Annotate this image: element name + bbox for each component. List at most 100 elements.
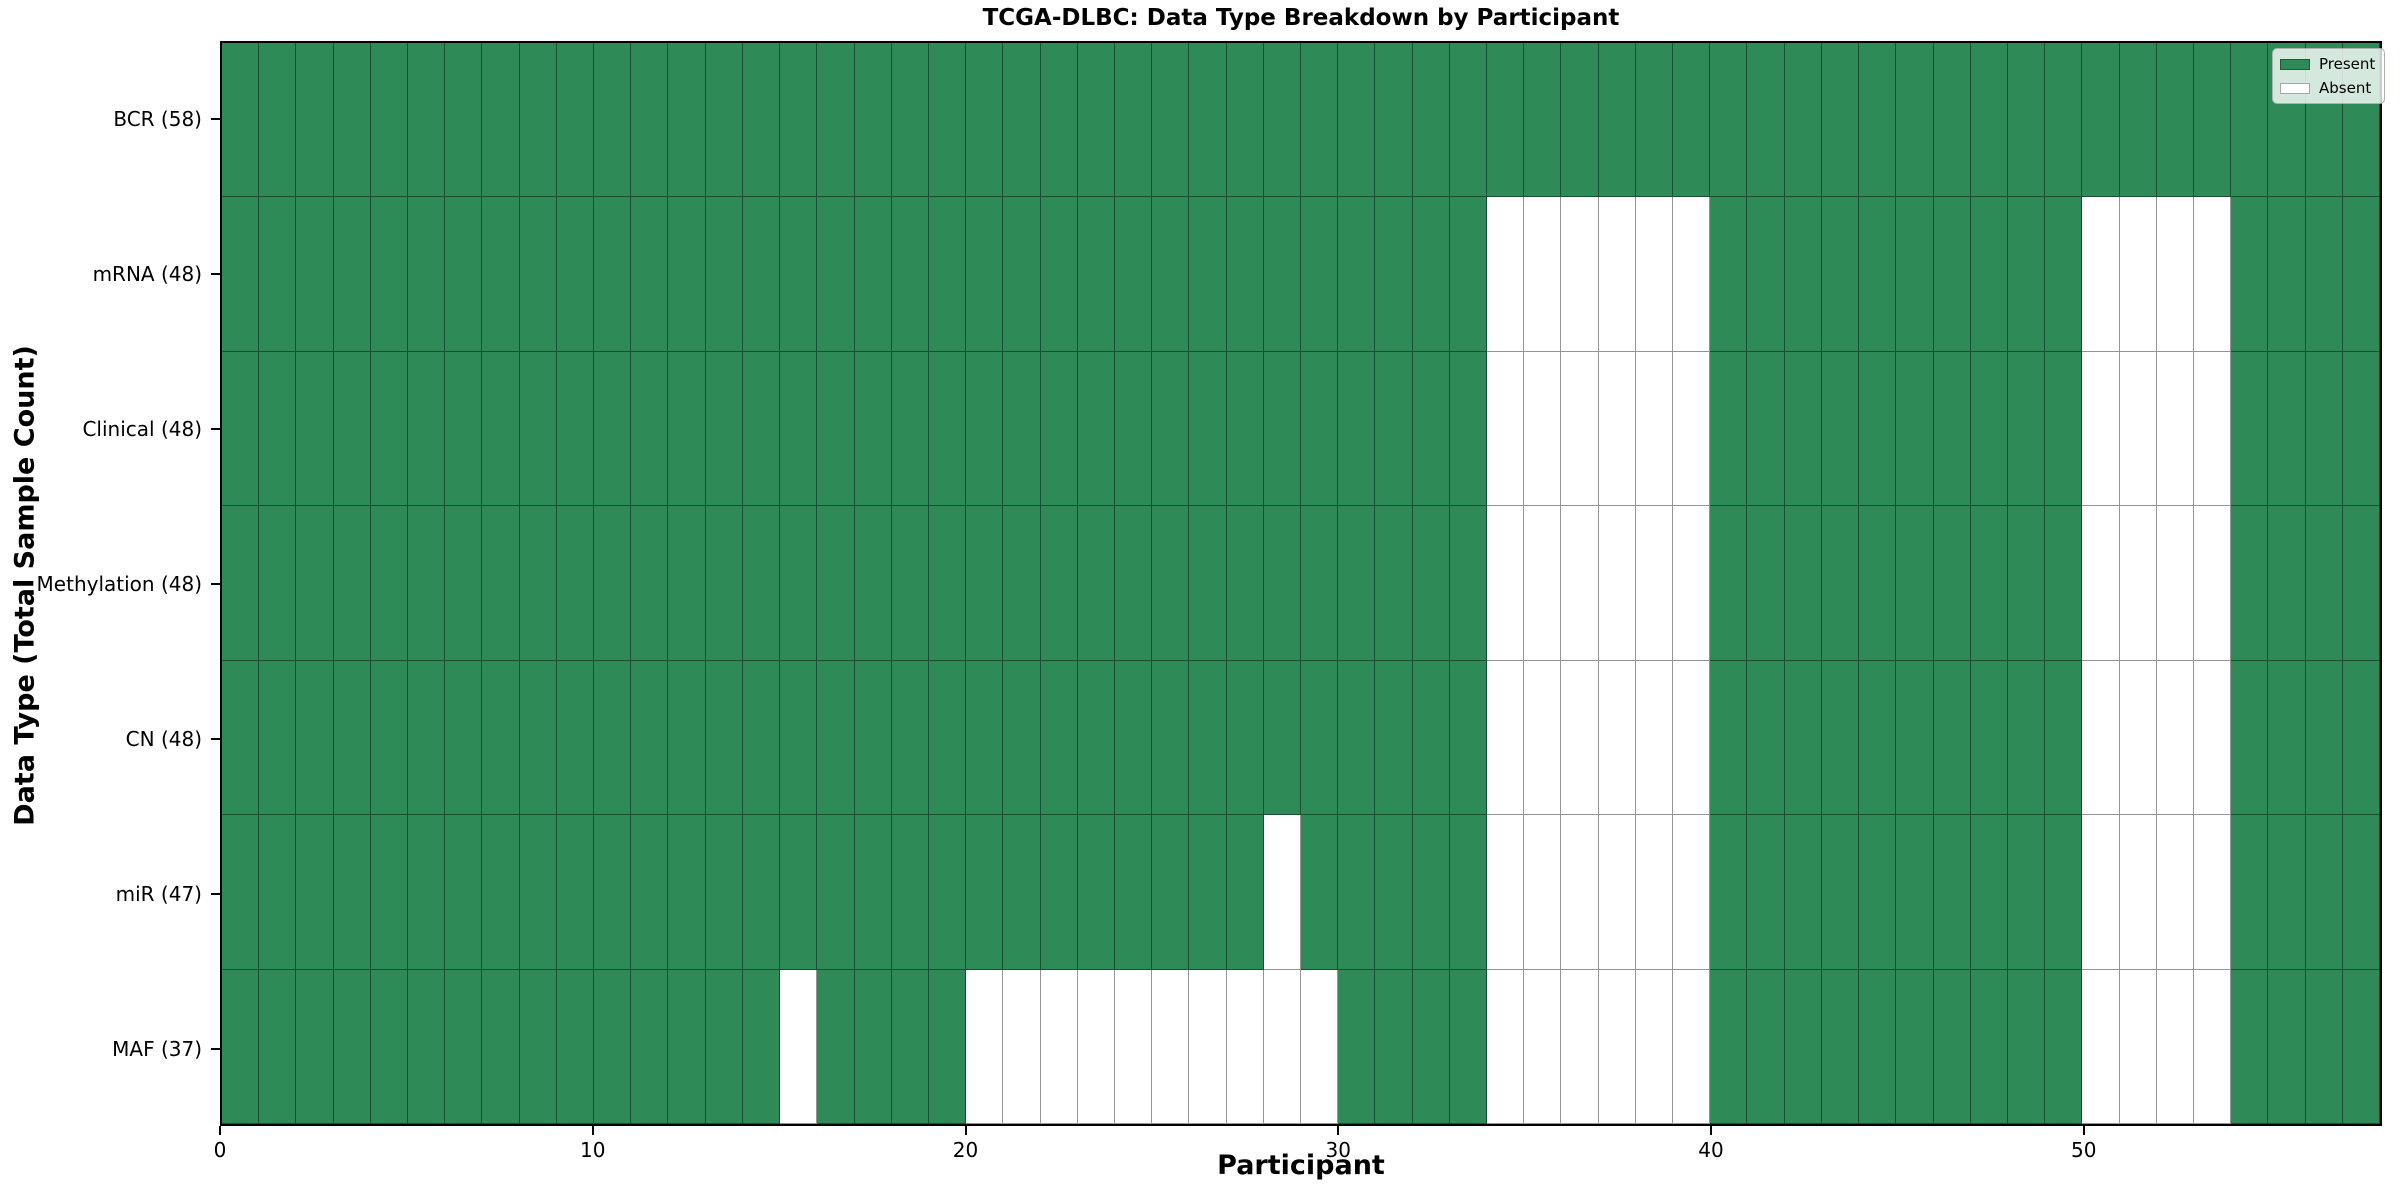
heatmap-cell: [482, 351, 520, 507]
heatmap-cell: [2268, 815, 2306, 970]
heatmap-cell: [1747, 197, 1785, 352]
heatmap-cell: [296, 43, 334, 198]
heatmap-cell: [2231, 506, 2269, 661]
heatmap-cell: [1859, 351, 1897, 507]
heatmap-cell: [1003, 506, 1041, 661]
heatmap-cell: [1375, 969, 1413, 1124]
heatmap-cell: [1933, 351, 1971, 507]
heatmap-cell: [966, 660, 1004, 816]
heatmap-cell: [1487, 197, 1525, 352]
heatmap-cell: [1449, 506, 1488, 661]
heatmap-cell: [668, 660, 706, 816]
heatmap-cell: [1487, 506, 1525, 661]
heatmap-cell: [1226, 969, 1264, 1124]
heatmap-cell: [1710, 351, 1748, 507]
heatmap-cell: [2305, 506, 2343, 661]
heatmap-cell: [1114, 351, 1153, 507]
heatmap-cell: [445, 43, 483, 198]
heatmap-cell: [2007, 969, 2046, 1124]
heatmap-cell: [817, 197, 855, 352]
heatmap-cell: [891, 351, 929, 507]
heatmap-cell: [1561, 660, 1599, 816]
heatmap-cell: [631, 815, 669, 970]
heatmap-cell: [1970, 351, 2008, 507]
heatmap-cell: [966, 197, 1004, 352]
heatmap-cell: [928, 815, 967, 970]
y-tick-mark: [211, 272, 220, 275]
heatmap-cell: [966, 815, 1004, 970]
legend-item-absent: Absent: [2280, 79, 2375, 97]
heatmap-cell: [1077, 43, 1115, 198]
heatmap-cell: [2119, 351, 2157, 507]
heatmap-cell: [594, 506, 632, 661]
heatmap-cell: [1449, 660, 1488, 816]
heatmap-cell: [2045, 815, 2083, 970]
heatmap-cell: [594, 351, 632, 507]
heatmap-cell: [891, 969, 929, 1124]
heatmap-cell: [1784, 815, 1822, 970]
heatmap-cell: [891, 197, 929, 352]
heatmap-cell: [1152, 197, 1190, 352]
legend-label-absent: Absent: [2319, 79, 2372, 97]
heatmap-cell: [1635, 660, 1674, 816]
heatmap-cell: [408, 969, 446, 1124]
heatmap-cell: [1152, 660, 1190, 816]
heatmap-cell: [1077, 660, 1115, 816]
heatmap-cell: [1263, 43, 1301, 198]
heatmap-cell: [1635, 43, 1674, 198]
heatmap-cell: [2082, 197, 2120, 352]
heatmap-cell: [333, 660, 371, 816]
heatmap-cell: [1710, 660, 1748, 816]
heatmap-cell: [1152, 815, 1190, 970]
heatmap-cell: [1933, 197, 1971, 352]
heatmap-cell: [1189, 506, 1227, 661]
heatmap-cell: [408, 351, 446, 507]
x-tick-label: 10: [580, 1138, 606, 1162]
heatmap-cell: [1933, 660, 1971, 816]
heatmap-cell: [1896, 43, 1934, 198]
heatmap-cell: [333, 43, 371, 198]
heatmap-cell: [2231, 43, 2269, 198]
heatmap-cell: [1896, 197, 1934, 352]
heatmap-cell: [1114, 969, 1153, 1124]
heatmap-cell: [1821, 660, 1860, 816]
heatmap-cell: [1189, 969, 1227, 1124]
heatmap-cell: [1747, 43, 1785, 198]
heatmap-cell: [1449, 197, 1488, 352]
heatmap-cell: [296, 815, 334, 970]
heatmap-cell: [780, 197, 818, 352]
heatmap-cell: [1896, 969, 1934, 1124]
y-tick-label: miR (47): [115, 881, 202, 906]
heatmap-cell: [1821, 815, 1860, 970]
heatmap-cell: [2305, 815, 2343, 970]
heatmap-cell: [259, 43, 297, 198]
x-tick-mark: [2082, 1126, 2085, 1135]
heatmap-cell: [1933, 969, 1971, 1124]
heatmap-cell: [1970, 969, 2008, 1124]
heatmap-cell: [742, 969, 781, 1124]
x-tick-mark: [964, 1126, 967, 1135]
heatmap-cell: [1301, 506, 1339, 661]
heatmap-cell: [2045, 506, 2083, 661]
heatmap-cell: [1524, 660, 1562, 816]
heatmap-cell: [1896, 660, 1934, 816]
heatmap-cell: [556, 969, 595, 1124]
heatmap-cell: [1114, 197, 1153, 352]
heatmap-cell: [1263, 351, 1301, 507]
heatmap-cell: [1152, 969, 1190, 1124]
heatmap-cell: [1598, 969, 1636, 1124]
heatmap-cell: [408, 197, 446, 352]
heatmap-cell: [2193, 43, 2232, 198]
heatmap-cell: [1263, 197, 1301, 352]
heatmap-cell: [2268, 969, 2306, 1124]
heatmap-cell: [1375, 197, 1413, 352]
heatmap-cell: [1040, 351, 1078, 507]
heatmap-cell: [1561, 969, 1599, 1124]
heatmap-cell: [2193, 815, 2232, 970]
heatmap-cell: [705, 43, 743, 198]
heatmap-cell: [2007, 815, 2046, 970]
heatmap-cell: [1896, 815, 1934, 970]
heatmap-cell: [1673, 351, 1711, 507]
heatmap-cell: [1896, 351, 1934, 507]
